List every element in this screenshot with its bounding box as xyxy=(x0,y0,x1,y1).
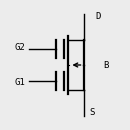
Text: S: S xyxy=(90,108,95,117)
Text: D: D xyxy=(95,12,100,21)
Text: G1: G1 xyxy=(14,78,25,87)
Text: B: B xyxy=(103,60,109,70)
Text: G2: G2 xyxy=(14,43,25,52)
